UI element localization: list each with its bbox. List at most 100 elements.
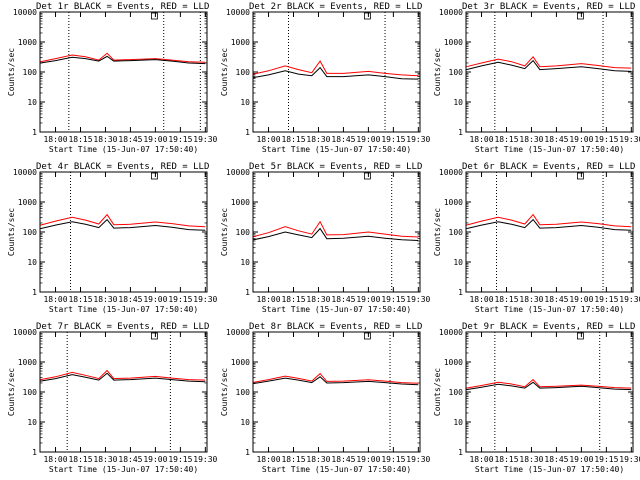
x-tick-label: 18:15 [494, 295, 518, 304]
x-tick-label: 18:00 [43, 455, 67, 464]
plot-frame [39, 331, 208, 453]
detector-panel: Det 9r BLACK = Events, RED = LLD 1 10 100 10… [426, 320, 640, 480]
y-tick-label: 10000 [226, 328, 250, 337]
x-tick-label: 18:15 [281, 295, 305, 304]
x-tick-label: 18:00 [256, 455, 280, 464]
y-tick-label: 1000 [444, 198, 463, 207]
events-series-line [253, 376, 419, 386]
x-axis-title: Start Time (15-Jun-07 17:50:40) [49, 465, 198, 474]
x-tick-label: 19:15 [168, 135, 192, 144]
y-axis-title: Counts/sec [220, 208, 229, 256]
events-series-line [253, 66, 419, 80]
chart-title: Det 2r BLACK = Events, RED = LLD [249, 2, 422, 12]
x-tick-label: 18:45 [118, 295, 142, 304]
x-tick-label: 18:30 [519, 295, 543, 304]
y-tick-label: 10000 [226, 8, 250, 17]
y-tick-label: 10 [27, 98, 37, 107]
x-tick-label: 19:30 [193, 455, 217, 464]
lld-series-line [466, 55, 632, 69]
lld-series-line [40, 213, 206, 228]
y-tick-label: 100 [23, 228, 38, 237]
lld-series-line [466, 213, 632, 228]
x-tick-label: 18:45 [118, 455, 142, 464]
x-tick-label: 18:30 [519, 455, 543, 464]
chart-title: Det 5r BLACK = Events, RED = LLD [249, 162, 422, 172]
plot-frame [252, 171, 421, 293]
y-tick-label: 1000 [444, 358, 463, 367]
y-axis-title: Counts/sec [433, 48, 442, 96]
y-tick-label: 1000 [18, 358, 37, 367]
x-tick-label: 18:30 [519, 135, 543, 144]
x-axis-title: Start Time (15-Jun-07 17:50:40) [262, 145, 411, 154]
y-tick-label: 10000 [226, 168, 250, 177]
y-tick-label: 10000 [439, 168, 463, 177]
x-tick-label: 19:00 [356, 135, 380, 144]
events-series-line [40, 55, 206, 65]
x-tick-label: 19:00 [143, 135, 167, 144]
x-tick-label: 19:15 [168, 295, 192, 304]
events-series-line [253, 227, 419, 241]
y-tick-label: 100 [449, 228, 464, 237]
y-tick-label: 10 [27, 418, 37, 427]
x-tick-label: 18:30 [93, 135, 117, 144]
marker-box [151, 12, 158, 20]
lld-series-line [40, 369, 206, 381]
x-tick-label: 19:15 [381, 455, 405, 464]
plot-frame [465, 331, 634, 453]
x-tick-label: 18:30 [306, 455, 330, 464]
chart-svg: Det 4r BLACK = Events, RED = LLD 1 10 100 10… [7, 162, 218, 314]
x-axis-title: Start Time (15-Jun-07 17:50:40) [475, 145, 624, 154]
plot-frame [252, 331, 421, 453]
detector-panel: Det 8r BLACK = Events, RED = LLD 1 10 100 10… [213, 320, 431, 480]
y-tick-label: 1000 [18, 38, 37, 47]
x-tick-label: 18:15 [68, 135, 92, 144]
x-tick-label: 18:15 [494, 455, 518, 464]
y-tick-label: 10000 [439, 8, 463, 17]
x-tick-label: 18:45 [118, 135, 142, 144]
chart-title: Det 1r BLACK = Events, RED = LLD [36, 2, 209, 12]
y-axis-title: Counts/sec [7, 48, 16, 96]
x-tick-label: 18:45 [331, 135, 355, 144]
x-tick-label: 18:30 [93, 295, 117, 304]
plot-frame [465, 11, 634, 133]
chart-title: Det 6r BLACK = Events, RED = LLD [462, 162, 635, 172]
x-tick-label: 18:45 [544, 455, 568, 464]
marker-box [151, 332, 158, 340]
plot-frame [39, 11, 208, 133]
x-tick-label: 19:00 [569, 135, 593, 144]
y-tick-label: 10 [453, 258, 463, 267]
x-tick-label: 19:30 [193, 295, 217, 304]
y-tick-label: 100 [449, 388, 464, 397]
y-tick-label: 1 [458, 128, 463, 137]
lld-series-line [253, 372, 419, 384]
y-axis-title: Counts/sec [220, 368, 229, 416]
x-axis-title: Start Time (15-Jun-07 17:50:40) [262, 305, 411, 314]
chart-svg: Det 7r BLACK = Events, RED = LLD 1 10 100 10… [7, 322, 218, 474]
plot-frame [39, 171, 208, 293]
x-tick-label: 19:15 [381, 295, 405, 304]
y-tick-label: 1000 [231, 38, 250, 47]
x-tick-label: 18:45 [544, 135, 568, 144]
detector-panel: Det 5r BLACK = Events, RED = LLD 1 10 100 10… [213, 160, 431, 320]
x-tick-label: 18:00 [469, 455, 493, 464]
x-axis-title: Start Time (15-Jun-07 17:50:40) [49, 305, 198, 314]
lld-series-line [253, 60, 419, 77]
y-tick-label: 10 [240, 98, 250, 107]
marker-box [577, 172, 584, 180]
x-tick-label: 18:30 [93, 455, 117, 464]
chart-svg: Det 8r BLACK = Events, RED = LLD 1 10 100 10… [220, 322, 431, 474]
y-tick-label: 1 [245, 448, 250, 457]
x-tick-label: 19:00 [143, 295, 167, 304]
y-axis-title: Counts/sec [220, 48, 229, 96]
x-tick-label: 18:15 [68, 295, 92, 304]
x-tick-label: 19:00 [356, 455, 380, 464]
chart-svg: Det 5r BLACK = Events, RED = LLD 1 10 100 10… [220, 162, 431, 314]
x-axis-title: Start Time (15-Jun-07 17:50:40) [262, 465, 411, 474]
y-tick-label: 1 [245, 128, 250, 137]
plot-frame [252, 11, 421, 133]
events-series-line [466, 59, 632, 72]
y-tick-label: 10 [240, 418, 250, 427]
x-tick-label: 19:00 [143, 455, 167, 464]
marker-box [364, 172, 371, 180]
chart-svg: Det 3r BLACK = Events, RED = LLD 1 10 100 10… [433, 2, 640, 154]
